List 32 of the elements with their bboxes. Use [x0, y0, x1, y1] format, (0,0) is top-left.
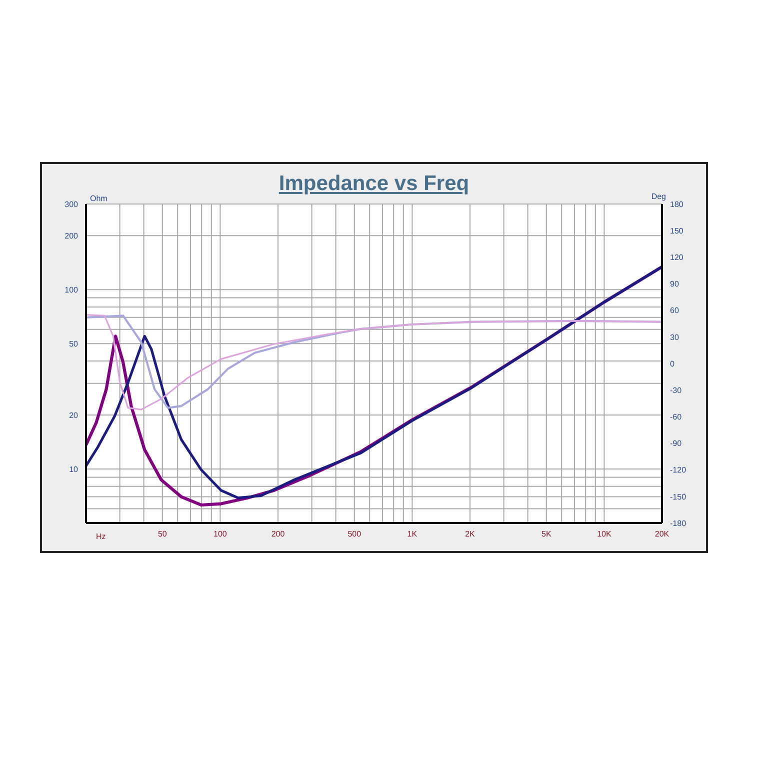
y-tick-label: 20: [69, 410, 79, 420]
x-axis-title: Hz: [96, 532, 106, 541]
y2-tick-label: -30: [670, 386, 682, 395]
y-tick-label: 300: [64, 200, 79, 209]
y-tick-label: 10: [69, 464, 79, 474]
x-tick-label: 500: [348, 530, 362, 539]
y2-tick-label: -120: [670, 466, 687, 475]
y2-tick-label: 30: [670, 332, 680, 342]
x-tick-label: 5K: [542, 530, 552, 539]
y2-tick-label: 150: [670, 226, 684, 236]
x-tick-label: 50: [158, 530, 168, 539]
x-tick-label: 100: [214, 530, 228, 539]
y2-tick-label: -180: [670, 518, 687, 528]
y2-tick-label: 120: [670, 253, 684, 262]
y2-tick-label: -150: [670, 492, 687, 502]
y2-tick-label: 180: [670, 200, 684, 209]
x-tick-label: 200: [271, 530, 286, 539]
x-tick-label: 20K: [654, 530, 670, 539]
y-tick-label: 200: [64, 231, 79, 240]
chart-title: Impedance vs Freq: [278, 172, 470, 195]
x-tick-label: 1K: [407, 530, 418, 539]
x-tick-label: 2K: [465, 530, 476, 539]
y2-tick-label: 0: [670, 359, 675, 368]
y2-tick-label: 90: [670, 280, 680, 289]
y-tick-label: 50: [69, 339, 79, 348]
y2-tick-label: -60: [670, 412, 682, 422]
y2-tick-label: -90: [670, 439, 682, 448]
y-axis-title: Ohm: [90, 194, 108, 203]
y2-tick-label: 60: [670, 306, 680, 316]
y-tick-label: 100: [64, 285, 79, 294]
y2-axis-title: Deg: [651, 192, 666, 201]
x-tick-label: 10K: [597, 530, 612, 539]
